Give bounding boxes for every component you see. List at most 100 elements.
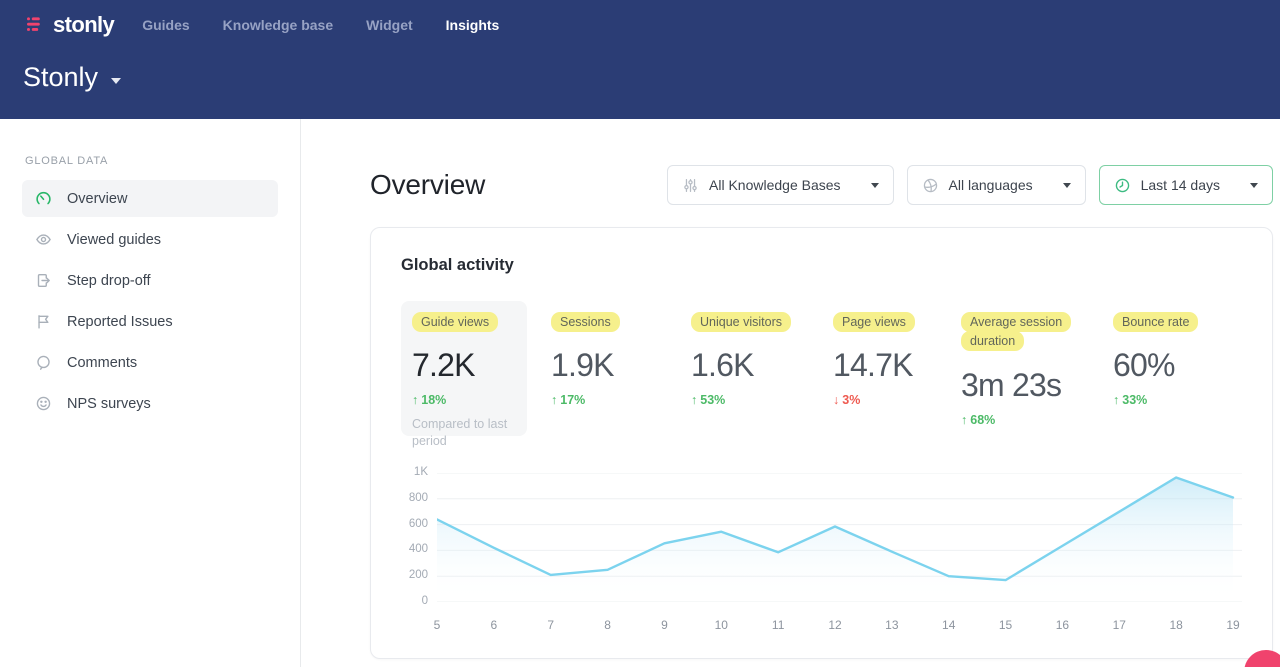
filter-label: All Knowledge Bases — [709, 177, 841, 193]
flag-icon — [35, 313, 52, 330]
sidebar-item-viewed-guides[interactable]: Viewed guides — [22, 221, 278, 258]
metric-change: ↑ 53% — [691, 393, 726, 408]
x-axis-label: 14 — [942, 618, 956, 632]
filter-label: Last 14 days — [1140, 177, 1220, 193]
global-activity-card: Global activity Guide views 7.2K ↑ 18% Compa… — [370, 227, 1273, 659]
arrow-up-icon: ↑ — [1113, 393, 1120, 408]
workspace-switcher[interactable]: Stonly — [0, 44, 122, 93]
smiley-icon — [35, 395, 52, 412]
x-axis-label: 16 — [1055, 618, 1070, 632]
metric-change: ↑ 18% — [412, 393, 447, 408]
chart-plot — [437, 473, 1242, 602]
sidebar-item-step-drop-off[interactable]: Step drop-off — [22, 262, 278, 299]
arrow-up-icon: ↑ — [691, 393, 698, 408]
nav-item-knowledge-base[interactable]: Knowledge base — [222, 17, 334, 33]
metric-value: 60% — [1113, 347, 1175, 384]
metric-label: Sessions — [551, 312, 620, 332]
x-axis-label: 9 — [661, 618, 668, 632]
metric-value: 1.6K — [691, 347, 754, 384]
y-axis-tick: 0 — [421, 595, 428, 607]
x-axis: 5 6 7 8 9 10 11 12 13 14 15 16 17 18 19 — [434, 618, 1242, 634]
metric-note: Compared to last period — [412, 417, 508, 449]
sidebar-item-comments[interactable]: Comments — [22, 344, 278, 381]
top-header: stonly Guides Knowledge base Widget Insight… — [0, 0, 1280, 119]
sidebar: GLOBAL DATA Overview Viewed guides Step dr… — [0, 119, 301, 667]
workspace-name: Stonly — [23, 62, 99, 92]
y-axis-tick: 200 — [408, 569, 428, 582]
metric-sessions[interactable]: Sessions 1.9K ↑ 17% — [551, 301, 673, 407]
card-title: Global activity — [401, 256, 514, 274]
sidebar-menu: Overview Viewed guides Step drop-off Report… — [22, 180, 278, 422]
globe-icon — [922, 177, 939, 194]
sliders-icon — [682, 177, 699, 194]
global-activity-chart: 0 200 400 600 800 1K — [401, 466, 1242, 607]
main-header: Overview All Knowledge Bases All language… — [370, 165, 1273, 205]
metric-change: ↓ 3% — [833, 393, 861, 408]
metric-label: Guide views — [412, 312, 499, 332]
sidebar-item-reported-issues[interactable]: Reported Issues — [22, 303, 278, 340]
page-title: Overview — [370, 169, 486, 200]
nav-item-insights[interactable]: Insights — [445, 17, 500, 33]
x-axis-label: 13 — [885, 618, 899, 632]
y-axis-tick: 800 — [408, 491, 428, 504]
y-axis: 0 200 400 600 800 1K — [401, 466, 437, 607]
logo[interactable]: stonly — [24, 12, 115, 38]
arrow-up-icon: ↑ — [961, 412, 968, 427]
step-exit-icon — [35, 272, 52, 289]
sidebar-section-label: GLOBAL DATA — [25, 155, 109, 167]
nav-item-guides[interactable]: Guides — [142, 17, 190, 33]
caret-down-icon — [870, 182, 879, 188]
x-axis-label: 17 — [1112, 618, 1126, 632]
eye-icon — [35, 231, 52, 248]
filter-all-knowledge-bases[interactable]: All Knowledge Bases — [667, 165, 894, 205]
metric-change: ↑ 17% — [551, 393, 586, 408]
arrow-down-icon: ↓ — [833, 393, 840, 408]
metric-label: Unique visitors — [691, 312, 791, 332]
metric-value: 14.7K — [833, 347, 913, 384]
metric-value: 1.9K — [551, 347, 614, 384]
metric-unique-visitors[interactable]: Unique visitors 1.6K ↑ 53% — [691, 301, 823, 407]
chat-widget-bubble[interactable] — [1244, 650, 1280, 667]
metric-label: Average session duration — [961, 312, 1072, 352]
metrics-row: Guide views 7.2K ↑ 18% Compared to last peri… — [401, 301, 1242, 448]
x-axis-label: 19 — [1226, 618, 1240, 632]
sidebar-item-label: Comments — [67, 354, 138, 371]
sidebar-item-nps-surveys[interactable]: NPS surveys — [22, 385, 278, 422]
filter-last-14-days[interactable]: Last 14 days — [1098, 165, 1273, 205]
caret-down-icon — [1062, 182, 1071, 188]
x-axis-label: 12 — [828, 618, 842, 632]
arrow-up-icon: ↑ — [551, 393, 558, 408]
metric-change: ↑ 33% — [1113, 393, 1148, 408]
metric-bounce-rate[interactable]: Bounce rate 60% ↑ 33% — [1113, 301, 1235, 407]
filter-all-languages[interactable]: All languages — [906, 165, 1086, 205]
area-chart-svg — [437, 473, 1242, 602]
filters: All Knowledge Bases All languages Last 14 … — [667, 165, 1273, 205]
x-axis-label: 15 — [998, 618, 1013, 632]
logo-text: stonly — [53, 12, 115, 37]
x-axis-label: 8 — [604, 618, 611, 632]
filter-label: All languages — [948, 177, 1033, 193]
sidebar-item-overview[interactable]: Overview — [22, 180, 278, 217]
clock-icon — [1114, 177, 1131, 194]
metric-label: Page views — [833, 312, 915, 332]
caret-down-icon — [1250, 182, 1258, 188]
metric-guide-views[interactable]: Guide views 7.2K ↑ 18% Compared to last peri… — [401, 301, 527, 448]
arrow-up-icon: ↑ — [412, 393, 419, 408]
metric-value: 3m 23s — [961, 366, 1062, 403]
metric-change: ↑ 68% — [961, 412, 996, 427]
sidebar-item-label: Step drop-off — [67, 272, 151, 289]
x-axis-label: 11 — [771, 618, 785, 632]
caret-down-icon — [111, 77, 122, 84]
main-content: Overview All Knowledge Bases All language… — [301, 119, 1280, 667]
x-axis-label: 5 — [433, 618, 441, 632]
metric-page-views[interactable]: Page views 14.7K ↓ 3% — [833, 301, 951, 407]
stonly-logo-icon — [24, 14, 46, 36]
comment-icon — [35, 354, 52, 371]
nav-item-widget[interactable]: Widget — [366, 17, 413, 33]
y-axis-tick: 400 — [408, 543, 428, 556]
x-axis-label: 10 — [714, 618, 728, 632]
metric-average-session-duration[interactable]: Average session duration 3m 23s ↑ 68% — [961, 301, 1093, 427]
gauge-icon — [35, 190, 52, 207]
y-axis-tick: 1K — [413, 466, 428, 478]
